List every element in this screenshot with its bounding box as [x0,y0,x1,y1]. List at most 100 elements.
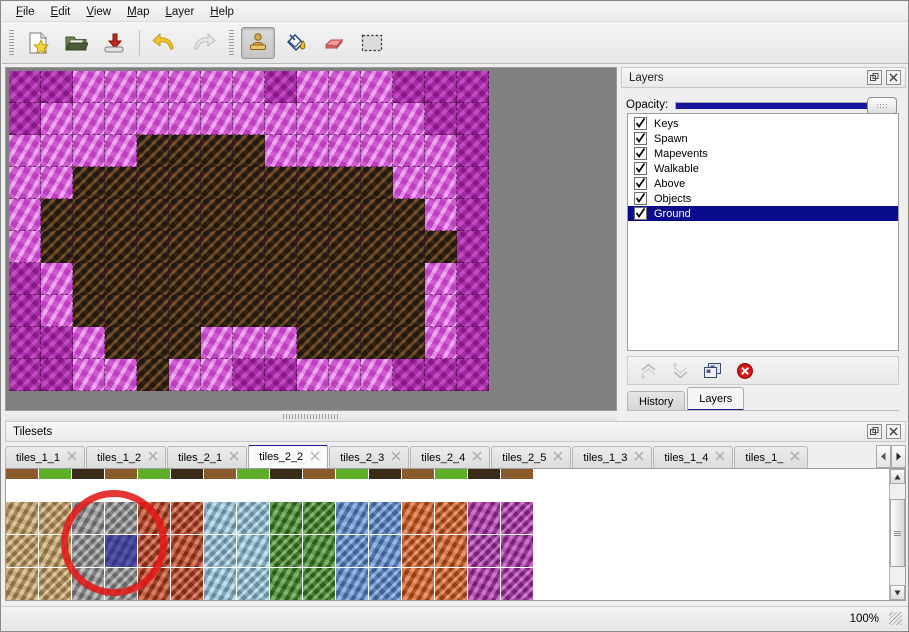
tileset-tile[interactable] [237,502,270,535]
map-tile[interactable] [105,167,137,199]
fill-tool-button[interactable] [279,27,313,59]
map-tile[interactable] [9,263,41,295]
close-tab-icon[interactable] [553,451,563,464]
tileset-tile[interactable] [402,469,435,480]
layer-visibility-checkbox[interactable] [634,177,647,190]
layer-list-item[interactable]: Spawn [628,131,898,146]
map-tile[interactable] [201,327,233,359]
map-tile[interactable] [73,327,105,359]
tileset-tile[interactable] [270,502,303,535]
map-tile[interactable] [169,295,201,327]
scroll-right-arrow-icon[interactable] [891,445,906,468]
map-tile[interactable] [393,103,425,135]
map-tile[interactable] [9,295,41,327]
tileset-tile[interactable] [39,568,72,600]
tileset-vertical-scrollbar[interactable] [889,469,905,600]
map-tile[interactable] [41,71,73,103]
layer-list-item[interactable]: Mapevents [628,146,898,161]
map-tile[interactable] [425,327,457,359]
map-tile[interactable] [233,295,265,327]
map-tile[interactable] [361,199,393,231]
map-tile[interactable] [361,135,393,167]
map-tile[interactable] [9,359,41,391]
tileset-tab[interactable]: tiles_1_2 [86,446,167,468]
map-tile[interactable] [137,103,169,135]
map-tile[interactable] [169,71,201,103]
map-tile[interactable] [9,327,41,359]
tileset-tile[interactable] [336,535,369,568]
tileset-tile[interactable] [105,469,138,480]
map-tile[interactable] [361,359,393,391]
map-tile[interactable] [169,359,201,391]
tileset-tile[interactable] [204,535,237,568]
map-tile[interactable] [457,263,489,295]
map-tile[interactable] [393,167,425,199]
layer-visibility-checkbox[interactable] [634,162,647,175]
map-tile[interactable] [201,199,233,231]
tileset-tile[interactable] [204,568,237,600]
map-horizontal-splitter[interactable] [5,412,617,421]
opacity-slider[interactable] [675,97,897,115]
tileset-tile[interactable] [336,502,369,535]
tileset-tile[interactable] [138,568,171,600]
close-tab-icon[interactable] [391,451,401,464]
tileset-tile[interactable] [237,469,270,480]
map-tile[interactable] [425,199,457,231]
tileset-tile[interactable] [303,469,336,480]
map-tile[interactable] [425,295,457,327]
save-map-button[interactable] [97,27,131,59]
map-tile[interactable] [169,199,201,231]
map-tile[interactable] [425,71,457,103]
tileset-tile[interactable] [39,502,72,535]
tileset-tile[interactable] [501,469,534,480]
map-tile[interactable] [41,167,73,199]
toolbar-grip-left[interactable] [8,29,15,56]
map-tile[interactable] [137,199,169,231]
tileset-tile[interactable] [369,469,402,480]
tileset-tile[interactable] [39,469,72,480]
tileset-tile[interactable] [402,568,435,600]
map-tile[interactable] [233,103,265,135]
tileset-tile[interactable] [105,502,138,535]
tileset-tile[interactable] [138,502,171,535]
tileset-tile[interactable] [105,568,138,600]
map-tile[interactable] [265,263,297,295]
layer-list-item[interactable]: Above [628,176,898,191]
tileset-tile[interactable] [171,502,204,535]
close-tab-icon[interactable] [67,451,77,464]
tileset-tab[interactable]: tiles_2_4 [410,446,491,468]
tileset-tile[interactable] [72,535,105,568]
tileset-tile[interactable] [369,535,402,568]
map-tile[interactable] [41,135,73,167]
tileset-tab[interactable]: tiles_2_2 [248,445,329,468]
raise-layer-button[interactable] [635,359,662,382]
map-tile[interactable] [41,231,73,263]
map-tile[interactable] [457,327,489,359]
close-tab-icon[interactable] [148,451,158,464]
map-tile[interactable] [137,231,169,263]
tileset-tile[interactable] [501,502,534,535]
layer-visibility-checkbox[interactable] [634,117,647,130]
map-tile[interactable] [9,167,41,199]
tileset-tile[interactable] [369,502,402,535]
tileset-tile[interactable] [468,502,501,535]
resize-grip-icon[interactable] [889,612,902,625]
duplicate-layer-button[interactable] [699,359,726,382]
map-tile[interactable] [297,295,329,327]
map-tile[interactable] [265,295,297,327]
tileset-tile[interactable] [468,469,501,480]
map-tile[interactable] [9,199,41,231]
map-tile[interactable] [457,359,489,391]
map-tile[interactable] [233,71,265,103]
tileset-tile[interactable] [435,469,468,480]
map-tile[interactable] [457,103,489,135]
tileset-tab[interactable]: tiles_1_ [734,446,809,468]
map-tile[interactable] [73,71,105,103]
map-tile[interactable] [137,327,169,359]
map-tile[interactable] [265,359,297,391]
map-tile[interactable] [105,231,137,263]
float-window-icon[interactable] [867,424,882,439]
map-tile[interactable] [265,327,297,359]
tileset-tab[interactable]: tiles_1_1 [5,446,86,468]
map-tile[interactable] [201,167,233,199]
